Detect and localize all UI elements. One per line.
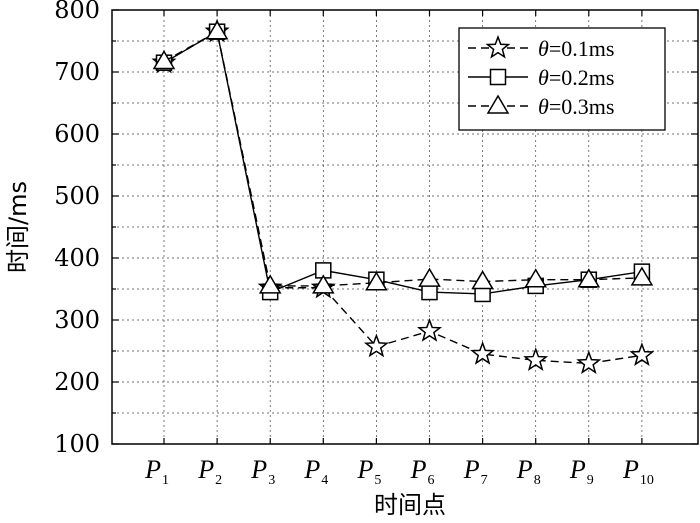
x-tick-label-sub: 2 bbox=[215, 473, 222, 488]
data-point bbox=[577, 268, 601, 288]
y-tick-label: 100 bbox=[54, 430, 100, 458]
data-point bbox=[311, 274, 335, 294]
data-point bbox=[470, 340, 496, 365]
series-triangle bbox=[152, 20, 654, 294]
legend-marker bbox=[486, 94, 510, 114]
series-line bbox=[163, 30, 643, 365]
x-tick-label: P 10 bbox=[622, 455, 654, 488]
x-tick-label-sub: 7 bbox=[481, 473, 488, 488]
data-point bbox=[523, 347, 549, 371]
y-tick-labels: 100 200 300 400 500 600 700 800 bbox=[54, 0, 100, 458]
x-tick-label-main: P bbox=[357, 455, 374, 484]
y-tick-label: 800 bbox=[54, 0, 100, 24]
x-tick-label-sub: 10 bbox=[640, 473, 654, 488]
y-tick-label: 200 bbox=[54, 368, 100, 396]
legend: θ=0.1ms θ=0.2ms θ=0.3ms bbox=[458, 27, 666, 131]
y-tick-label: 600 bbox=[54, 120, 100, 148]
x-tick-labels: P 1 P 2 P 3 P 4 P 5 P 6 P 7 P 8 P 9 P 10 bbox=[144, 455, 654, 488]
data-point bbox=[418, 267, 441, 287]
x-tick-label-main: P bbox=[250, 455, 267, 484]
legend-label: θ=0.2ms bbox=[538, 65, 614, 90]
series-line bbox=[163, 30, 643, 295]
legend-item: θ=0.2ms bbox=[468, 65, 614, 90]
x-tick-label-main: P bbox=[516, 455, 533, 484]
data-point bbox=[576, 350, 602, 375]
series bbox=[151, 18, 655, 375]
x-axis-title: 时间点 bbox=[374, 491, 446, 519]
data-point bbox=[629, 342, 655, 366]
x-tick-label-sub: 3 bbox=[268, 473, 275, 488]
x-tick-label-sub: 5 bbox=[374, 473, 381, 488]
legend-item: θ=0.1ms bbox=[468, 34, 614, 61]
x-tick-label-sub: 6 bbox=[428, 473, 435, 488]
series-line bbox=[163, 30, 642, 287]
x-tick-label-main: P bbox=[144, 455, 161, 484]
y-axis-title: 时间/ms bbox=[4, 181, 32, 273]
y-tick-label: 300 bbox=[54, 306, 100, 334]
grid bbox=[112, 10, 698, 444]
x-tick-label-sub: 8 bbox=[534, 473, 541, 488]
y-tick-label: 700 bbox=[54, 58, 100, 86]
axis-ticks bbox=[112, 9, 698, 445]
legend-marker bbox=[485, 34, 511, 59]
data-point bbox=[416, 318, 443, 342]
data-point bbox=[471, 270, 494, 290]
x-tick-label-sub: 9 bbox=[587, 473, 594, 488]
x-tick-label-main: P bbox=[569, 455, 586, 484]
data-point bbox=[205, 20, 229, 40]
x-tick-label-sub: 1 bbox=[162, 473, 169, 488]
x-tick-label-main: P bbox=[197, 455, 214, 484]
data-point bbox=[363, 333, 389, 358]
data-point bbox=[524, 268, 548, 288]
legend-item: θ=0.3ms bbox=[468, 94, 614, 119]
legend-label: θ=0.3ms bbox=[538, 94, 614, 119]
x-tick-label-main: P bbox=[410, 455, 427, 484]
legend-label: θ=0.1ms bbox=[538, 36, 614, 61]
x-tick-label-main: P bbox=[303, 455, 320, 484]
x-tick-label-sub: 4 bbox=[321, 473, 328, 488]
y-tick-label: 400 bbox=[54, 244, 100, 272]
data-point bbox=[365, 271, 388, 291]
data-point bbox=[421, 283, 438, 301]
data-point bbox=[152, 49, 176, 70]
x-tick-label-main: P bbox=[622, 455, 639, 484]
legend-marker bbox=[489, 68, 507, 86]
data-point bbox=[258, 274, 282, 294]
y-tick-label: 500 bbox=[54, 182, 100, 210]
x-tick-label-main: P bbox=[463, 455, 480, 484]
data-point bbox=[630, 266, 654, 286]
